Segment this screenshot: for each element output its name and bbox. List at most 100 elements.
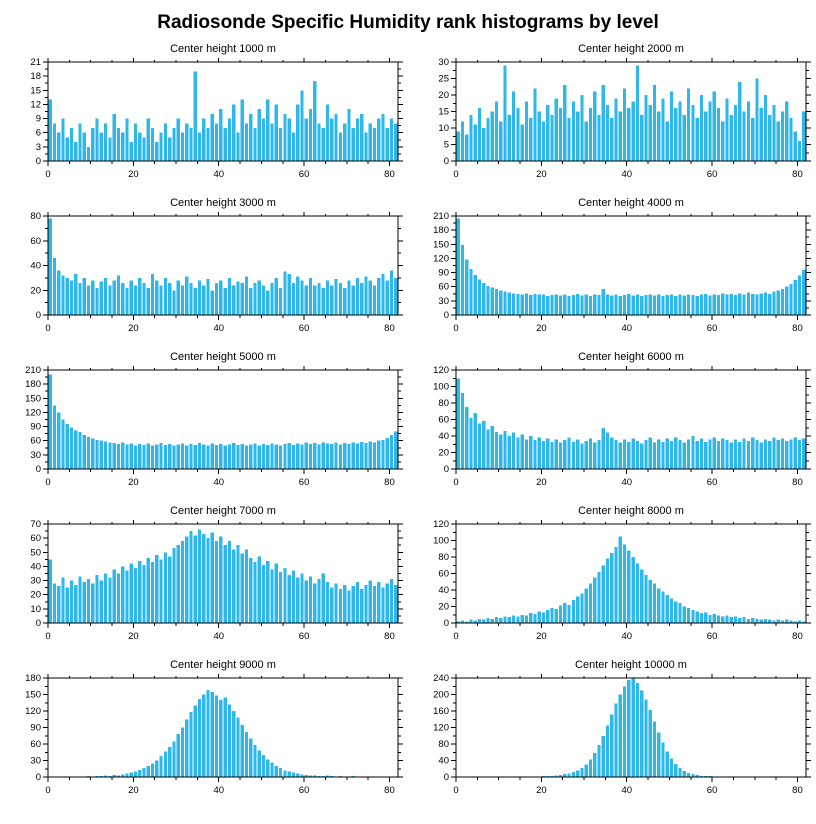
svg-text:20: 20 [30, 285, 41, 296]
svg-text:9: 9 [36, 114, 41, 125]
svg-text:0: 0 [45, 631, 50, 642]
svg-text:40: 40 [30, 261, 41, 272]
svg-text:60: 60 [438, 282, 449, 293]
subplot-title-10000m: Center height 10000 m [575, 659, 687, 671]
subplot-title-2000m: Center height 2000 m [578, 43, 684, 55]
histogram-plot-3000m: 0 20 40 60 80 0 20 40 60 80 [30, 211, 403, 334]
histogram-plot-4000m: 0 20 40 60 80 0 30 60 90 120 150 180 210 [433, 211, 811, 334]
svg-text:0: 0 [36, 618, 41, 629]
svg-text:60: 60 [707, 477, 718, 488]
subplot-title-7000m: Center height 7000 m [170, 505, 276, 517]
svg-text:60: 60 [707, 785, 718, 796]
svg-text:0: 0 [453, 785, 458, 796]
svg-text:100: 100 [433, 536, 449, 547]
svg-text:240: 240 [433, 673, 449, 684]
svg-text:40: 40 [621, 323, 632, 334]
svg-text:30: 30 [438, 57, 449, 68]
page-title: Radiosonde Specific Humidity rank histog… [157, 12, 659, 33]
svg-text:3: 3 [36, 142, 41, 153]
svg-text:20: 20 [438, 602, 449, 613]
svg-text:60: 60 [707, 323, 718, 334]
svg-text:80: 80 [792, 477, 803, 488]
svg-text:20: 20 [536, 785, 547, 796]
svg-text:60: 60 [299, 477, 310, 488]
svg-text:40: 40 [213, 323, 224, 334]
svg-text:20: 20 [438, 90, 449, 101]
subplot-title-4000m: Center height 4000 m [578, 197, 684, 209]
subplot-8000m: Center height 8000 m 0 20 40 60 80 0 20 40 60 80 1… [408, 504, 816, 653]
histogram-plot-8000m: 0 20 40 60 80 0 20 40 60 80 100 120 [433, 519, 811, 642]
svg-text:80: 80 [30, 211, 41, 222]
subplot-title-3000m: Center height 3000 m [170, 197, 276, 209]
svg-text:20: 20 [128, 477, 139, 488]
svg-text:0: 0 [453, 169, 458, 180]
svg-text:0: 0 [45, 785, 50, 796]
svg-text:70: 70 [30, 519, 41, 530]
svg-text:80: 80 [384, 323, 395, 334]
svg-text:60: 60 [438, 569, 449, 580]
svg-text:0: 0 [36, 310, 41, 321]
svg-text:180: 180 [25, 673, 41, 684]
svg-text:6: 6 [36, 128, 41, 139]
svg-text:20: 20 [128, 169, 139, 180]
svg-text:20: 20 [438, 448, 449, 459]
svg-text:120: 120 [25, 706, 41, 717]
subplot-title-6000m: Center height 6000 m [578, 351, 684, 363]
svg-text:20: 20 [536, 323, 547, 334]
svg-text:100: 100 [433, 382, 449, 393]
svg-text:120: 120 [25, 407, 41, 418]
svg-text:20: 20 [536, 477, 547, 488]
histogram-plot-9000m: 0 20 40 60 80 0 30 60 90 120 150 180 [25, 673, 403, 796]
subplot-1000m: Center height 1000 m 0 20 40 60 80 0 3 6 9 12 15 18… [0, 42, 408, 191]
svg-text:30: 30 [438, 296, 449, 307]
svg-text:80: 80 [438, 398, 449, 409]
svg-text:200: 200 [433, 690, 449, 701]
subplot-6000m: Center height 6000 m 0 20 40 60 80 0 20 40 60 80 1… [408, 350, 816, 499]
svg-text:90: 90 [438, 268, 449, 279]
svg-text:210: 210 [25, 365, 41, 376]
svg-text:15: 15 [438, 107, 449, 118]
svg-text:150: 150 [25, 690, 41, 701]
svg-text:30: 30 [30, 756, 41, 767]
subplot-title-1000m: Center height 1000 m [170, 43, 276, 55]
svg-text:0: 0 [453, 323, 458, 334]
svg-text:20: 20 [128, 631, 139, 642]
svg-text:60: 60 [30, 533, 41, 544]
svg-text:80: 80 [384, 169, 395, 180]
svg-text:40: 40 [621, 169, 632, 180]
svg-text:60: 60 [30, 436, 41, 447]
svg-text:40: 40 [213, 631, 224, 642]
svg-text:30: 30 [30, 576, 41, 587]
svg-text:30: 30 [30, 450, 41, 461]
svg-text:210: 210 [433, 211, 449, 222]
svg-text:21: 21 [30, 57, 41, 68]
svg-text:18: 18 [30, 71, 41, 82]
svg-text:60: 60 [707, 631, 718, 642]
svg-text:10: 10 [30, 604, 41, 615]
svg-text:60: 60 [707, 169, 718, 180]
svg-text:160: 160 [433, 706, 449, 717]
svg-text:0: 0 [444, 156, 449, 167]
svg-text:60: 60 [299, 323, 310, 334]
svg-text:10: 10 [438, 123, 449, 134]
svg-text:120: 120 [433, 253, 449, 264]
svg-text:90: 90 [30, 422, 41, 433]
histogram-plot-5000m: 0 20 40 60 80 0 30 60 90 120 150 180 210 [25, 365, 403, 488]
svg-text:20: 20 [536, 169, 547, 180]
svg-text:15: 15 [30, 85, 41, 96]
svg-text:60: 60 [299, 631, 310, 642]
subplot-title-5000m: Center height 5000 m [170, 351, 276, 363]
svg-text:0: 0 [36, 464, 41, 475]
svg-text:40: 40 [30, 561, 41, 572]
svg-text:120: 120 [433, 365, 449, 376]
svg-text:80: 80 [792, 785, 803, 796]
svg-text:40: 40 [621, 631, 632, 642]
svg-text:20: 20 [30, 590, 41, 601]
svg-text:90: 90 [30, 723, 41, 734]
svg-text:80: 80 [384, 477, 395, 488]
subplot-3000m: Center height 3000 m 0 20 40 60 80 0 20 40 60 80 [0, 196, 408, 345]
svg-text:60: 60 [438, 415, 449, 426]
histogram-plot-1000m: 0 20 40 60 80 0 3 6 9 12 15 18 21 [30, 57, 403, 180]
subplot-9000m: Center height 9000 m 0 20 40 60 80 0 30 60 90 120… [0, 658, 408, 807]
svg-text:60: 60 [30, 236, 41, 247]
